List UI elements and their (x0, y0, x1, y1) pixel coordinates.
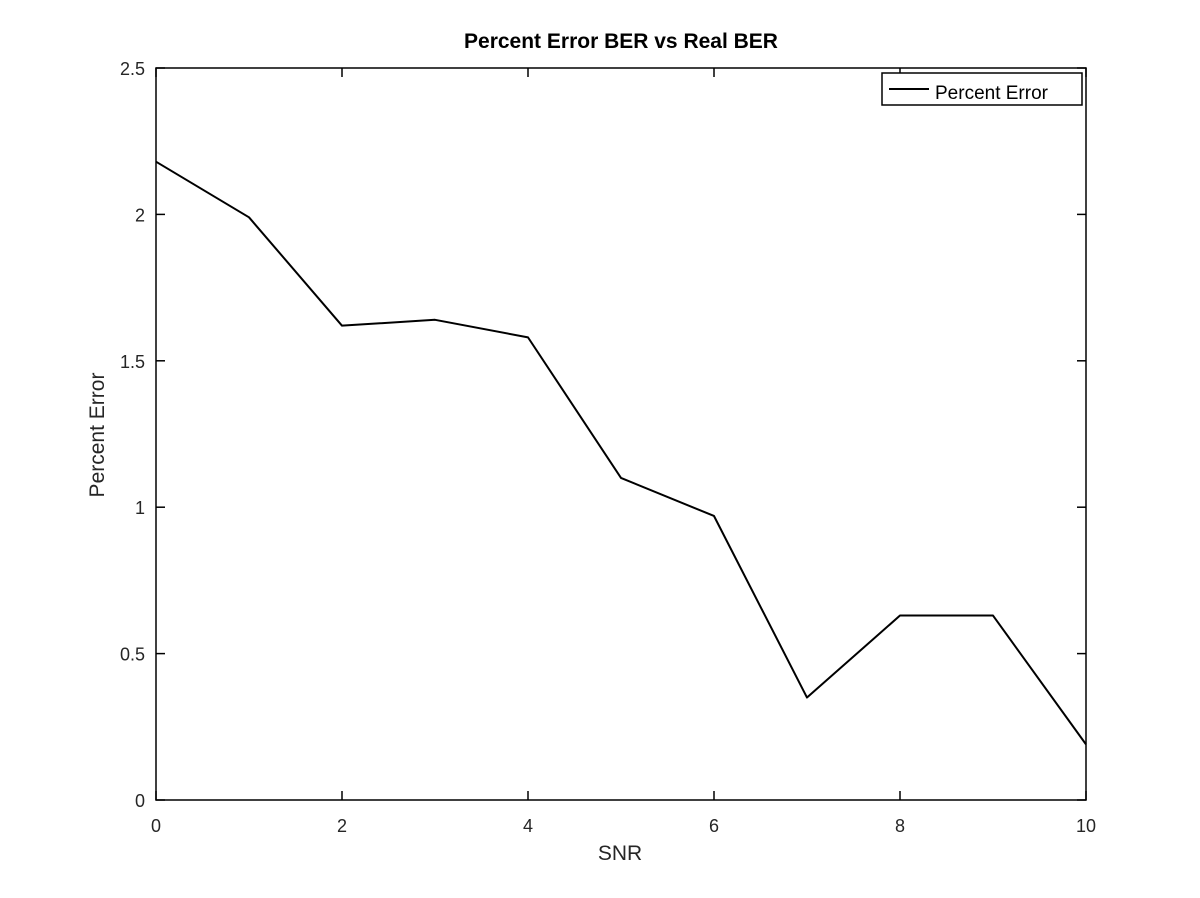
x-tick-label: 10 (1076, 816, 1096, 836)
y-tick-label: 2 (135, 205, 145, 225)
y-tick-label: 0 (135, 791, 145, 811)
y-axis-title: Percent Error (86, 373, 109, 498)
y-tick-label: 1 (135, 498, 145, 518)
x-axis-title: SNR (598, 842, 642, 865)
series-layer (155, 160, 1087, 745)
x-tick-label: 2 (337, 816, 347, 836)
series-line-percent-error (155, 160, 1087, 745)
plot-area (156, 68, 1086, 800)
axes-box (155, 67, 1087, 801)
x-tick-label: 4 (523, 816, 533, 836)
y-tick-label: 2.5 (120, 59, 145, 79)
y-tick-label: 0.5 (120, 645, 145, 665)
x-tick-label: 6 (709, 816, 719, 836)
x-tick-label: 0 (151, 816, 161, 836)
legend-label-percent-error: Percent Error (935, 83, 1049, 104)
legend: Percent Error (881, 72, 1083, 106)
ticks-layer: 0 2 4 6 8 10 0 0.5 1 1.5 2 2.5 (120, 59, 1096, 836)
x-tick-label: 8 (895, 816, 905, 836)
y-tick-label: 1.5 (120, 352, 145, 372)
chart-title: Percent Error BER vs Real BER (464, 30, 778, 53)
